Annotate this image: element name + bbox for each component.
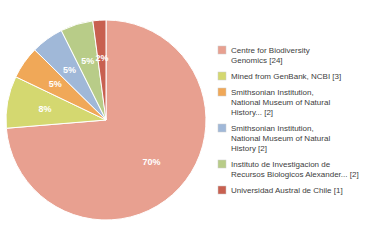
data-label: 5% (81, 56, 94, 66)
legend-label: Centre for BiodiversityGenomics [24] (231, 46, 310, 65)
data-labels: 70%8%5%5%5%2% (39, 53, 161, 167)
slice (93, 20, 106, 120)
legend-swatch (218, 186, 226, 194)
data-label: 70% (143, 157, 161, 167)
data-label: 2% (95, 53, 108, 63)
legend-label: Smithsonian Institution,National Museum … (231, 88, 330, 117)
legend-label: Mined from GenBank, NCBI [3] (231, 72, 341, 81)
legend-swatch (218, 72, 226, 80)
data-label: 5% (49, 79, 62, 89)
slice (6, 20, 206, 220)
legend-swatch (218, 46, 226, 54)
legend: Centre for BiodiversityGenomics [24] Mine… (218, 46, 359, 195)
data-label: 5% (63, 65, 76, 75)
legend-label: Smithsonian Institution,National Museum … (231, 124, 330, 153)
legend-swatch (218, 88, 226, 96)
legend-label: Instituto de Investigacion deRecursos Bi… (231, 160, 359, 179)
legend-swatch (218, 124, 226, 132)
chart: 70%8%5%5%5%2%Centre for BiodiversityGeno… (0, 0, 380, 240)
legend-swatch (218, 160, 226, 168)
pie (6, 20, 206, 220)
data-label: 8% (39, 104, 52, 114)
slice (61, 21, 106, 120)
legend-label: Universidad Austral de Chile [1] (231, 186, 343, 195)
